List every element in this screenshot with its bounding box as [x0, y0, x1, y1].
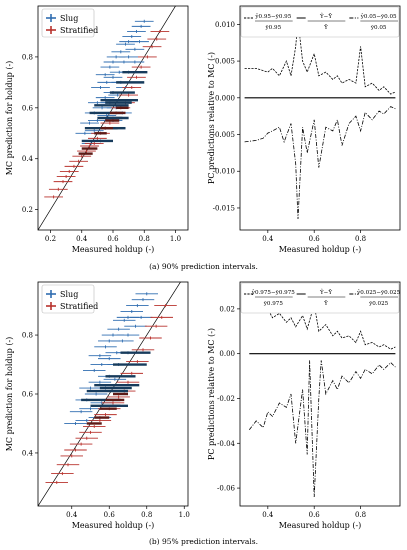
- panel-a-left: 0.2 0.4 0.6 0.8 1.0 0.2 0.4 0.6 0.8 Measured hold…: [5, 5, 189, 254]
- x-axis-label: Measured holdup (-): [279, 245, 362, 254]
- x-tick-label: 0.8: [355, 511, 366, 519]
- y-tick-label: 0.2: [22, 206, 33, 214]
- series-lower: [244, 106, 396, 220]
- series-upper: [244, 20, 396, 95]
- legend-numerator: ŷ0.975−ȳ0.975: [251, 289, 295, 296]
- x-tick-label: 1.0: [170, 235, 181, 243]
- plot-frame: [239, 5, 401, 231]
- y-tick-label: -0.04: [217, 440, 235, 448]
- legend-denominator: ȳ0.025: [368, 301, 389, 307]
- y-tick-label: 0.8: [22, 332, 33, 340]
- legend-denominator: ȳ0.95: [265, 25, 282, 31]
- plot-area: [38, 6, 176, 230]
- x-tick-label: 1.0: [179, 511, 190, 519]
- legend-denominator: ȳ0.05: [370, 25, 387, 31]
- x-tick-label: 0.8: [355, 235, 366, 243]
- x-tick-label: 0.4: [262, 235, 274, 243]
- x-tick-label: 0.8: [141, 511, 152, 519]
- caption-a: (a) 90% prediction intervals.: [149, 262, 258, 271]
- legend-numerator: ŷ0.05−ȳ0.05: [360, 13, 397, 20]
- x-tick-label: 0.4: [262, 511, 274, 519]
- x-tick-label: 0.4: [76, 235, 88, 243]
- panel-b-right: 0.4 0.6 0.8 0.02 0.00 -0.02 -0.04 -0.06 Measured…: [207, 281, 401, 530]
- legend-numerator: Ŷ−Ȳ: [319, 289, 332, 296]
- series-upper: [249, 301, 396, 350]
- y-axis-label: MC prediction for holdup (-): [5, 337, 14, 452]
- x-tick-label: 0.2: [45, 235, 56, 243]
- x-tick-label: 0.6: [104, 511, 116, 519]
- x-tick-label: 0.6: [107, 235, 119, 243]
- plot-frame: [239, 281, 401, 507]
- legend-numerator: ŷ0.025−ȳ0.025: [356, 289, 400, 296]
- x-axis-label: Measured holdup (-): [279, 521, 362, 530]
- y-tick-label: 0.4: [22, 155, 34, 163]
- y-tick-label: -0.005: [213, 131, 235, 139]
- plot-area: [38, 282, 181, 506]
- legend-box: [240, 282, 400, 314]
- y-tick-label: -0.015: [213, 204, 235, 212]
- y-tick-label: 0.010: [215, 21, 235, 29]
- y-tick-label: 0.8: [22, 53, 33, 61]
- x-tick-label: 0.8: [139, 235, 150, 243]
- legend-denominator: Ȳ: [323, 24, 328, 31]
- series-lower: [248, 360, 396, 498]
- legend-label: Slug: [60, 290, 78, 299]
- y-tick-label: 0.6: [22, 104, 34, 112]
- y-tick-label: -0.010: [213, 168, 235, 176]
- y-tick-label: 0.000: [215, 94, 235, 102]
- x-axis-label: Measured holdup (-): [72, 521, 155, 530]
- y-tick-label: 0.02: [219, 305, 235, 313]
- x-tick-label: 0.6: [309, 235, 321, 243]
- panel-b-left: 0.4 0.6 0.8 1.0 0.4 0.6 0.8 Measured holdup (-)…: [5, 281, 190, 530]
- y-axis-label: PC predictions relative to MC (-): [207, 328, 216, 460]
- legend-numerator: Ŷ−Ȳ: [319, 13, 332, 20]
- x-axis-label: Measured holdup (-): [72, 245, 155, 254]
- panel-a-right: 0.4 0.6 0.8 0.010 0.005 0.000 -0.005 -0.010 -0.0…: [207, 5, 401, 254]
- legend-denominator: Ȳ: [323, 300, 328, 307]
- y-tick-label: 0.00: [219, 350, 235, 358]
- legend-label: Stratified: [60, 302, 98, 311]
- y-tick-label: -0.06: [217, 485, 235, 493]
- y-axis-label: MC prediction for holdup (-): [5, 61, 14, 176]
- y-tick-label: -0.02: [217, 395, 235, 403]
- legend-box: [240, 6, 400, 38]
- x-tick-label: 0.4: [66, 511, 78, 519]
- legend-label: Stratified: [60, 26, 98, 35]
- y-tick-label: 0.4: [22, 449, 34, 457]
- legend-label: Slug: [60, 14, 78, 23]
- y-axis-label: PC predictions relative to MC (-): [207, 52, 216, 184]
- legend-numerator: ŷ0.95−ȳ0.95: [254, 13, 291, 20]
- legend-denominator: ȳ0.975: [263, 301, 284, 307]
- caption-b: (b) 95% prediction intervals.: [148, 537, 259, 546]
- y-tick-label: 0.6: [22, 391, 34, 399]
- x-tick-label: 0.6: [309, 511, 321, 519]
- y-tick-label: 0.005: [215, 58, 235, 66]
